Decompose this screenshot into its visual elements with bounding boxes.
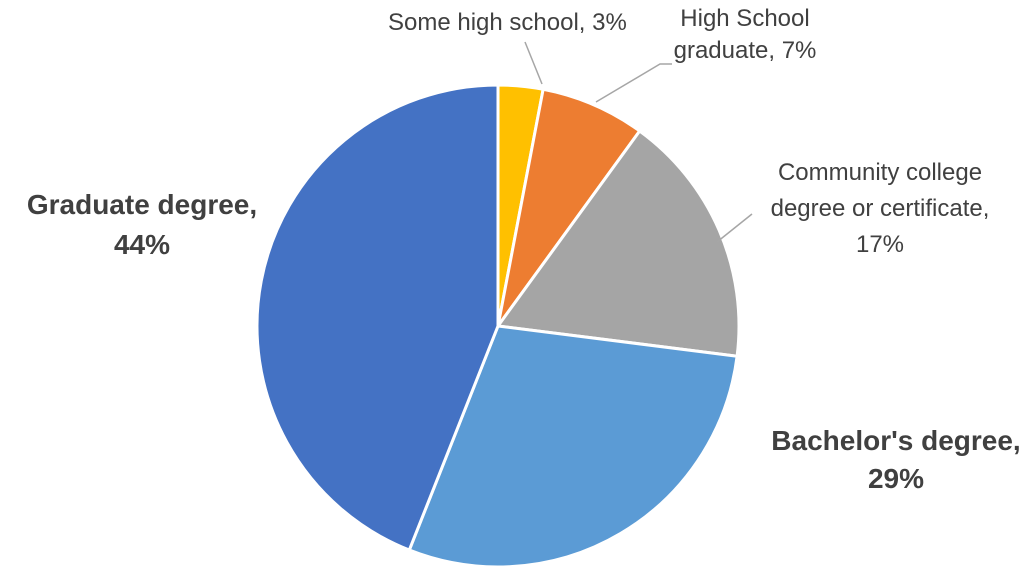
data-label-graduate-degree: Graduate degree, 44% bbox=[27, 189, 257, 260]
data-label-line: High School bbox=[680, 5, 809, 32]
data-label-some-high-school: Some high school, 3% bbox=[388, 9, 627, 36]
pie-slice-community-college-degree-or-certificate bbox=[496, 129, 741, 358]
pie-slices bbox=[255, 83, 741, 567]
leader-line-community-college-degree-or-certificate bbox=[716, 213, 753, 243]
leader-line-high-school-graduate bbox=[595, 63, 672, 103]
data-label-line: Bachelor's degree, bbox=[771, 425, 1020, 456]
data-label-line: 44% bbox=[114, 229, 170, 260]
data-label-line: degree or certificate, bbox=[771, 195, 990, 222]
pie-slice-high-school-graduate bbox=[496, 87, 642, 328]
pie-slice-bachelor-s-degree bbox=[407, 324, 739, 567]
data-label-line: Some high school, 3% bbox=[388, 9, 627, 36]
data-label-line: Graduate degree, bbox=[27, 189, 257, 220]
data-labels: Some high school, 3% High School graduate,… bbox=[27, 5, 1021, 494]
pie-slice-graduate-degree bbox=[255, 83, 500, 552]
data-label-line: Community college bbox=[778, 159, 982, 186]
data-label-line: 29% bbox=[868, 463, 924, 494]
data-label-bachelor-s-degree: Bachelor's degree, 29% bbox=[771, 425, 1020, 494]
leader-lines bbox=[524, 41, 753, 243]
data-label-community-college-degree-or-certificate: Community college degree or certificate, 1… bbox=[771, 159, 990, 258]
leader-line-some-high-school bbox=[524, 41, 543, 85]
data-label-high-school-graduate: High School graduate, 7% bbox=[674, 5, 817, 64]
data-label-line: 17% bbox=[856, 231, 904, 258]
data-label-line: graduate, 7% bbox=[674, 37, 817, 64]
